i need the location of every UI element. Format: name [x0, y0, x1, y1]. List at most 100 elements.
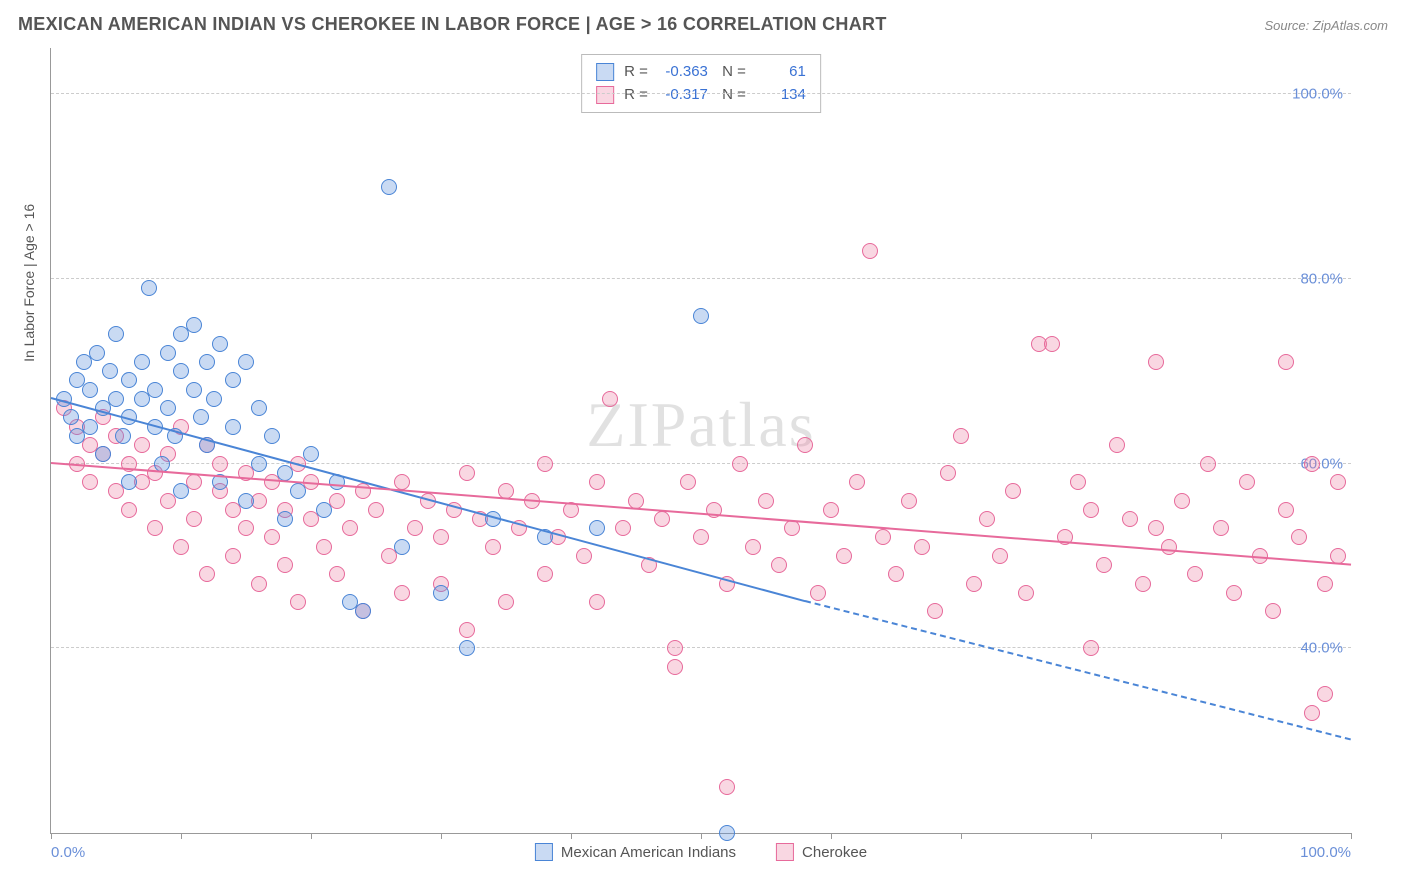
data-point [433, 529, 449, 545]
data-point [602, 391, 618, 407]
y-axis-title: In Labor Force | Age > 16 [21, 203, 37, 361]
data-point [394, 474, 410, 490]
data-point [615, 520, 631, 536]
data-point [290, 594, 306, 610]
data-point [108, 326, 124, 342]
data-point [121, 502, 137, 518]
data-point [953, 428, 969, 444]
n-value-1: 134 [756, 84, 806, 107]
data-point [264, 529, 280, 545]
data-point [1174, 493, 1190, 509]
data-point [82, 382, 98, 398]
y-tick-label: 80.0% [1300, 270, 1343, 287]
data-point [433, 585, 449, 601]
x-tick [701, 833, 702, 839]
data-point [1226, 585, 1242, 601]
data-point [193, 409, 209, 425]
data-point [173, 363, 189, 379]
data-point [381, 179, 397, 195]
data-point [277, 465, 293, 481]
y-tick-label: 40.0% [1300, 640, 1343, 657]
correlation-box: R = -0.363 N = 61 R = -0.317 N = 134 [581, 54, 821, 113]
data-point [680, 474, 696, 490]
trend-line [805, 600, 1351, 740]
data-point [82, 419, 98, 435]
data-point [147, 520, 163, 536]
data-point [589, 520, 605, 536]
scatter-plot: ZIPatlas In Labor Force | Age > 16 R = -… [50, 48, 1351, 834]
data-point [134, 354, 150, 370]
data-point [251, 400, 267, 416]
data-point [63, 409, 79, 425]
data-point [862, 243, 878, 259]
data-point [212, 456, 228, 472]
source-label: Source: ZipAtlas.com [1264, 18, 1388, 33]
data-point [154, 456, 170, 472]
x-tick [571, 833, 572, 839]
data-point [940, 465, 956, 481]
data-point [316, 502, 332, 518]
data-point [303, 446, 319, 462]
data-point [849, 474, 865, 490]
n-value-0: 61 [756, 61, 806, 84]
data-point [173, 483, 189, 499]
n-label: N = [718, 61, 746, 84]
swatch-series-1 [776, 843, 794, 861]
data-point [394, 539, 410, 555]
data-point [1148, 354, 1164, 370]
data-point [654, 511, 670, 527]
data-point [115, 428, 131, 444]
data-point [459, 622, 475, 638]
data-point [329, 566, 345, 582]
watermark: ZIPatlas [586, 388, 815, 462]
data-point [914, 539, 930, 555]
data-point [121, 372, 137, 388]
data-point [95, 446, 111, 462]
x-tick [51, 833, 52, 839]
data-point [264, 428, 280, 444]
chart-title: MEXICAN AMERICAN INDIAN VS CHEROKEE IN L… [18, 14, 887, 35]
data-point [589, 594, 605, 610]
data-point [992, 548, 1008, 564]
data-point [1317, 576, 1333, 592]
data-point [927, 603, 943, 619]
data-point [966, 576, 982, 592]
data-point [771, 557, 787, 573]
data-point [1161, 539, 1177, 555]
data-point [141, 280, 157, 296]
data-point [589, 474, 605, 490]
header: MEXICAN AMERICAN INDIAN VS CHEROKEE IN L… [18, 14, 1388, 35]
data-point [1317, 686, 1333, 702]
data-point [1239, 474, 1255, 490]
data-point [1187, 566, 1203, 582]
y-tick-label: 100.0% [1292, 86, 1343, 103]
data-point [1122, 511, 1138, 527]
x-tick [1221, 833, 1222, 839]
legend-label-0: Mexican American Indians [561, 844, 736, 861]
swatch-series-0 [596, 63, 614, 81]
data-point [238, 354, 254, 370]
data-point [173, 539, 189, 555]
x-tick [831, 833, 832, 839]
x-tick [1091, 833, 1092, 839]
data-point [1044, 336, 1060, 352]
data-point [1278, 354, 1294, 370]
data-point [82, 474, 98, 490]
data-point [225, 419, 241, 435]
data-point [1018, 585, 1034, 601]
r-label: R = [624, 84, 648, 107]
n-label: N = [718, 84, 746, 107]
data-point [225, 372, 241, 388]
data-point [1083, 502, 1099, 518]
data-point [1200, 456, 1216, 472]
data-point [1304, 705, 1320, 721]
data-point [342, 520, 358, 536]
data-point [888, 566, 904, 582]
data-point [238, 520, 254, 536]
data-point [1005, 483, 1021, 499]
data-point [667, 640, 683, 656]
correlation-row-series-1: R = -0.317 N = 134 [596, 84, 806, 107]
x-tick [961, 833, 962, 839]
data-point [1096, 557, 1112, 573]
data-point [199, 354, 215, 370]
